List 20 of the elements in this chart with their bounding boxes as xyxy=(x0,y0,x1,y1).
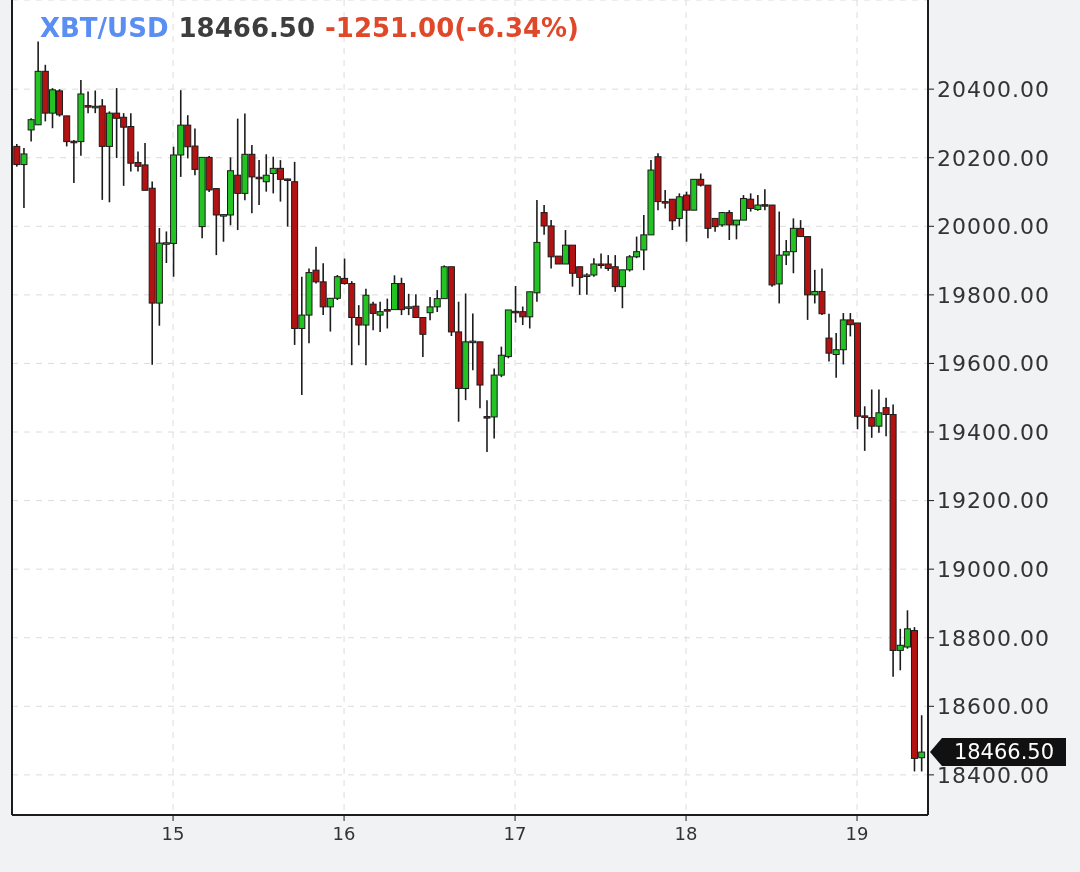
x-tick-label: 18 xyxy=(674,822,698,844)
y-tick-label: 19600.00 xyxy=(937,351,1050,377)
text: 18466.50 xyxy=(953,740,1055,765)
y-tick-label: 19000.00 xyxy=(937,556,1050,582)
annotation: -1251.00(-6.34%) xyxy=(325,13,580,43)
y-tick-label: 20200.00 xyxy=(937,145,1050,171)
x-tick-label: 17 xyxy=(503,822,527,844)
y-tick-label: 19400.00 xyxy=(937,419,1050,445)
y-tick-label: 18800.00 xyxy=(937,625,1050,651)
y-tick-label: 20000.00 xyxy=(937,214,1050,240)
y-tick-label: 18400.00 xyxy=(937,762,1050,788)
y-tick-label: 19200.00 xyxy=(937,488,1050,514)
x-tick-label: 15 xyxy=(161,822,185,844)
x-tick-label: 19 xyxy=(845,822,869,844)
y-tick-label: 19800.00 xyxy=(937,282,1050,308)
y-tick-label: 18600.00 xyxy=(937,694,1050,720)
x-tick-label: 16 xyxy=(332,822,356,844)
text: XBT/USD xyxy=(40,13,169,43)
annotation: 18466.50 xyxy=(178,13,316,43)
y-tick-label: 20400.00 xyxy=(937,76,1050,102)
